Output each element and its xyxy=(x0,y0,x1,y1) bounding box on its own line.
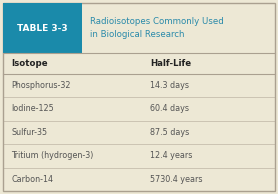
Text: Tritium (hydrogen-3): Tritium (hydrogen-3) xyxy=(11,151,93,160)
Text: Isotope: Isotope xyxy=(11,59,48,68)
Text: 12.4 years: 12.4 years xyxy=(150,151,192,160)
Bar xyxy=(3,3,82,53)
Text: 87.5 days: 87.5 days xyxy=(150,128,189,137)
Text: Sulfur-35: Sulfur-35 xyxy=(11,128,47,137)
Text: 5730.4 years: 5730.4 years xyxy=(150,175,203,184)
Text: 14.3 days: 14.3 days xyxy=(150,81,189,90)
Text: TABLE 3-3: TABLE 3-3 xyxy=(17,24,68,33)
Text: Radioisotopes Commonly Used
in Biological Research: Radioisotopes Commonly Used in Biologica… xyxy=(90,17,224,39)
Text: Iodine-125: Iodine-125 xyxy=(11,104,54,113)
Text: Carbon-14: Carbon-14 xyxy=(11,175,53,184)
Text: Phosphorus-32: Phosphorus-32 xyxy=(11,81,71,90)
Text: 60.4 days: 60.4 days xyxy=(150,104,189,113)
Text: Half-Life: Half-Life xyxy=(150,59,191,68)
